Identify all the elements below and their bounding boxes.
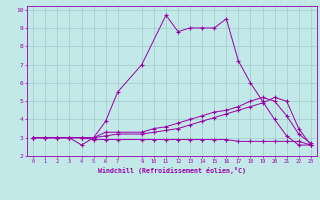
X-axis label: Windchill (Refroidissement éolien,°C): Windchill (Refroidissement éolien,°C) [98, 167, 246, 174]
